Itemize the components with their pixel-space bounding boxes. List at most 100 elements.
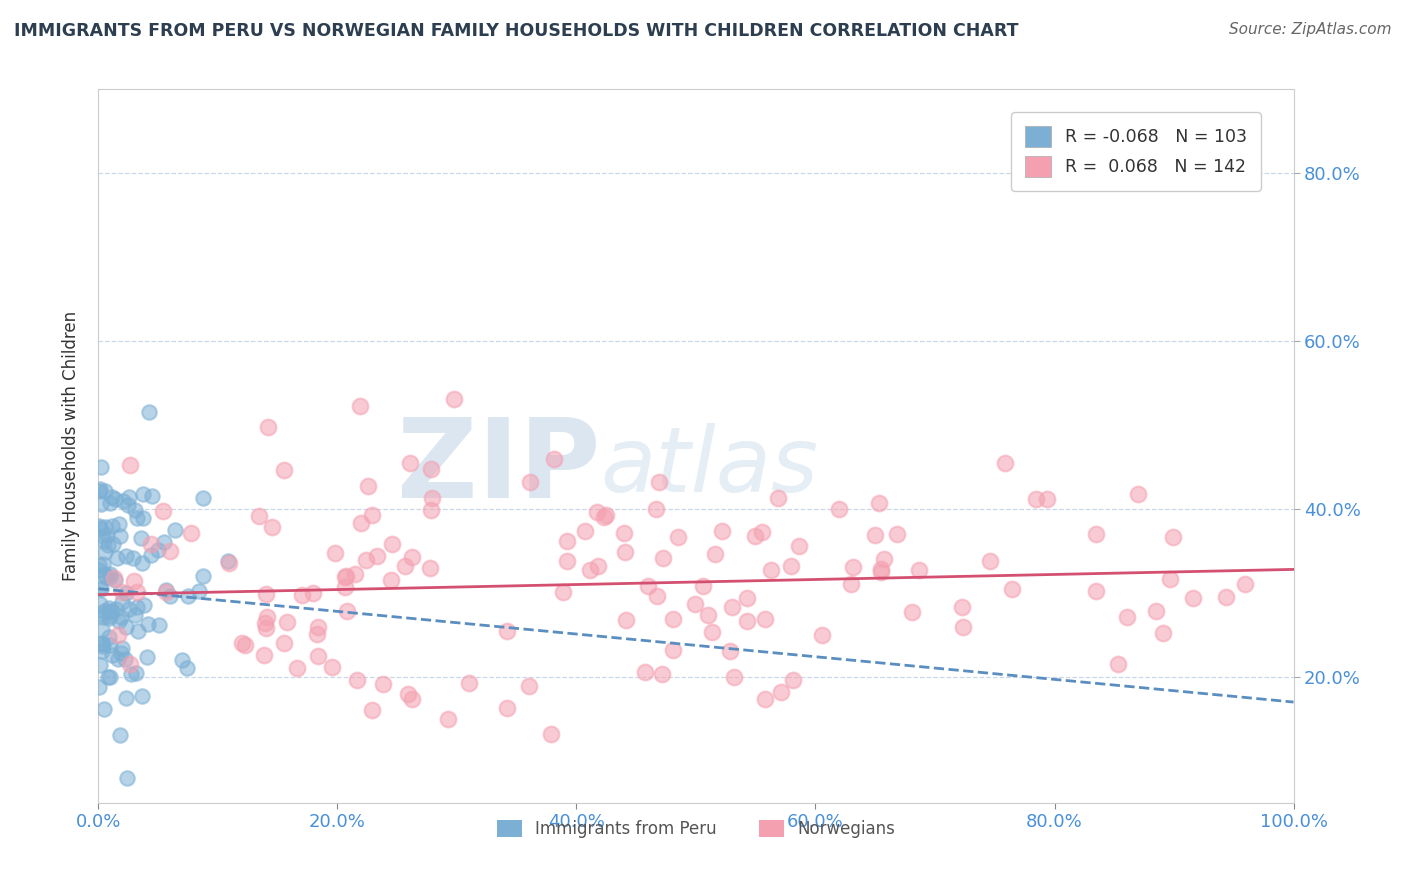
Point xyxy=(93,701,115,715)
Point xyxy=(842,559,865,574)
Point xyxy=(90,607,112,622)
Point xyxy=(828,501,851,516)
Point xyxy=(1128,487,1150,501)
Point xyxy=(93,529,115,543)
Point xyxy=(253,648,276,662)
Point xyxy=(593,510,616,524)
Point xyxy=(540,726,562,740)
Point xyxy=(89,519,111,533)
Point xyxy=(723,670,745,684)
Point xyxy=(124,502,146,516)
Point xyxy=(754,692,776,706)
Point xyxy=(136,617,159,632)
Point xyxy=(98,601,121,615)
Text: Source: ZipAtlas.com: Source: ZipAtlas.com xyxy=(1229,22,1392,37)
Point xyxy=(394,559,416,574)
Point xyxy=(125,665,148,680)
Point xyxy=(111,595,134,609)
Point xyxy=(517,679,540,693)
Point xyxy=(90,497,112,511)
Point xyxy=(87,563,110,577)
Point xyxy=(91,644,114,658)
Point xyxy=(118,458,141,472)
Point xyxy=(307,620,329,634)
Point xyxy=(291,588,314,602)
Point xyxy=(89,482,111,496)
Point xyxy=(357,478,380,492)
Point xyxy=(683,597,706,611)
Point xyxy=(155,585,177,599)
Point xyxy=(1025,491,1047,506)
Point xyxy=(1001,582,1024,596)
Point xyxy=(138,405,160,419)
Point xyxy=(865,528,887,542)
Point xyxy=(360,703,382,717)
Point xyxy=(419,461,441,475)
Point xyxy=(87,484,110,499)
Point xyxy=(307,648,329,663)
Point xyxy=(90,582,112,596)
Text: atlas: atlas xyxy=(600,424,818,511)
Point xyxy=(754,612,776,626)
Point xyxy=(648,475,671,490)
Point xyxy=(634,665,657,680)
Point xyxy=(110,528,132,542)
Point xyxy=(135,649,157,664)
Point xyxy=(254,587,277,601)
Point xyxy=(127,600,149,615)
Point xyxy=(1144,604,1167,618)
Point xyxy=(557,533,579,548)
Point xyxy=(285,660,308,674)
Point xyxy=(336,604,359,618)
Point xyxy=(93,604,115,618)
Point xyxy=(276,615,298,629)
Point xyxy=(124,608,146,623)
Point xyxy=(811,628,834,642)
Point xyxy=(125,584,148,599)
Point xyxy=(89,597,111,611)
Point xyxy=(94,570,117,584)
Point xyxy=(127,510,149,524)
Point xyxy=(257,420,280,434)
Point xyxy=(100,648,122,663)
Point xyxy=(132,486,155,500)
Point xyxy=(703,548,725,562)
Point xyxy=(97,603,120,617)
Point xyxy=(614,614,637,628)
Point xyxy=(645,502,668,516)
Point xyxy=(613,545,636,559)
Point xyxy=(346,673,368,688)
Point xyxy=(127,624,149,638)
Point xyxy=(131,556,153,570)
Point xyxy=(495,701,517,715)
Point xyxy=(779,559,801,574)
Point xyxy=(89,680,111,694)
Point xyxy=(108,728,131,742)
Point xyxy=(519,475,541,489)
Point xyxy=(131,511,153,525)
Point xyxy=(111,641,134,656)
Point xyxy=(235,639,257,653)
Point xyxy=(90,637,112,651)
Point xyxy=(901,605,924,619)
Point xyxy=(273,635,295,649)
Point xyxy=(720,644,742,658)
Point xyxy=(176,661,198,675)
Point xyxy=(108,614,131,628)
Point xyxy=(870,562,893,576)
Point xyxy=(98,670,121,684)
Point xyxy=(651,667,673,681)
Point xyxy=(120,657,142,671)
Point xyxy=(420,491,443,505)
Point xyxy=(117,498,139,512)
Point xyxy=(101,537,124,551)
Point xyxy=(139,549,162,563)
Point xyxy=(335,580,357,594)
Point xyxy=(97,538,120,552)
Point xyxy=(574,524,596,539)
Point xyxy=(254,621,277,635)
Point xyxy=(737,614,759,628)
Point xyxy=(254,615,277,630)
Point xyxy=(155,582,177,597)
Point xyxy=(398,687,420,701)
